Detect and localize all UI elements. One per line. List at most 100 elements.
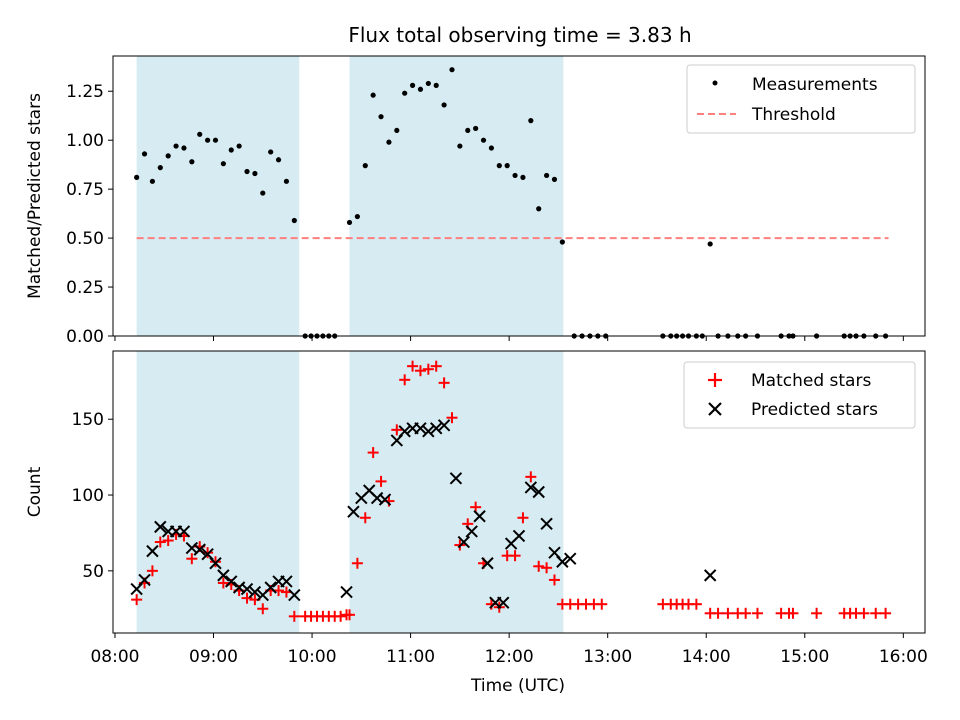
measurement-point xyxy=(386,139,392,145)
measurement-point xyxy=(433,82,439,88)
measurement-point xyxy=(354,213,360,220)
top-shaded-intervals xyxy=(136,56,564,336)
predicted-star-point xyxy=(540,517,553,531)
measurement-point xyxy=(244,168,250,175)
measurement-point xyxy=(346,219,353,226)
predicted-star-point xyxy=(177,525,191,538)
measurement-point xyxy=(220,161,226,167)
measurement-point xyxy=(291,217,297,224)
measurement-point xyxy=(402,90,408,96)
x-axis-label: Time (UTC) xyxy=(470,676,565,696)
measurement-point xyxy=(536,206,542,212)
measurement-point xyxy=(205,137,211,143)
x-tick-label: 16:00 xyxy=(879,647,928,667)
x-tick-label: 10:00 xyxy=(288,647,337,667)
predicted-star-point xyxy=(264,581,277,594)
legend-predicted-label: Predicted stars xyxy=(751,400,878,420)
y-tick-label: 0.00 xyxy=(66,327,104,347)
matched-star-point xyxy=(162,535,174,547)
matched-star-point xyxy=(217,577,229,589)
measurement-point xyxy=(260,190,266,196)
predicted-star-point xyxy=(497,596,510,609)
measurement-point xyxy=(543,172,550,179)
measurement-point xyxy=(409,82,416,88)
predicted-star-point xyxy=(209,557,222,570)
chart-title: Flux total observing time = 3.83 h xyxy=(348,23,691,47)
matched-star-point xyxy=(131,594,143,606)
predicted-stars-points xyxy=(130,419,717,609)
measurement-point xyxy=(252,170,258,177)
predicted-star-point xyxy=(138,573,151,587)
matched-star-point xyxy=(740,607,752,619)
measurement-point xyxy=(465,127,471,134)
bottom-shaded-intervals xyxy=(136,351,564,633)
x-tick-label: 13:00 xyxy=(583,647,632,667)
matched-star-point xyxy=(811,607,823,619)
measurement-point xyxy=(378,114,384,120)
matched-star-point xyxy=(375,475,387,487)
predicted-star-point xyxy=(146,544,159,558)
predicted-star-point xyxy=(512,529,526,543)
legend-measurement-marker xyxy=(712,80,718,86)
matched-star-point xyxy=(407,360,419,372)
shaded-interval-1 xyxy=(136,56,300,336)
bottom-x-ticks: 08:00 09:00 10:00 11:00 12:00 13:00 14:00 15:00… xyxy=(90,633,928,667)
shaded-interval-2 xyxy=(349,351,564,633)
measurement-point xyxy=(212,137,219,143)
predicted-star-point xyxy=(154,520,167,534)
matched-star-point xyxy=(146,565,158,577)
legend-matched-label: Matched stars xyxy=(751,371,871,391)
y-tick-label: 100 xyxy=(72,486,104,506)
predicted-star-point xyxy=(378,493,392,506)
predicted-star-point xyxy=(248,585,262,599)
matched-star-point xyxy=(335,610,347,622)
measurement-point xyxy=(528,118,534,124)
predicted-star-point xyxy=(288,588,301,602)
bottom-y-axis-label: Count xyxy=(25,466,45,517)
matched-stars-points xyxy=(131,360,892,622)
measurement-point xyxy=(457,143,463,149)
predicted-star-point xyxy=(280,575,293,588)
matched-star-point xyxy=(367,447,379,459)
matched-star-point xyxy=(548,574,560,586)
matched-star-point xyxy=(257,603,269,615)
top-axes-frame xyxy=(112,55,926,337)
x-tick-label: 11:00 xyxy=(386,647,435,667)
y-tick-label: 150 xyxy=(72,410,104,430)
top-y-axis-label: Matched/Predicted stars xyxy=(25,93,45,299)
x-tick-label: 12:00 xyxy=(485,647,534,667)
top-legend-box xyxy=(686,64,916,134)
matched-star-point xyxy=(722,607,734,619)
measurement-point xyxy=(236,143,242,149)
matched-star-point xyxy=(596,598,608,610)
matched-star-point xyxy=(712,607,724,619)
matched-star-point xyxy=(517,512,529,524)
predicted-star-point xyxy=(564,552,577,565)
matched-star-point xyxy=(391,424,403,436)
measurement-point xyxy=(512,172,518,179)
measurement-point xyxy=(551,176,558,182)
y-tick-label: 50 xyxy=(82,562,104,582)
predicted-star-point xyxy=(465,525,478,538)
matched-star-point xyxy=(351,557,363,569)
top-legend: Measurements Threshold xyxy=(686,64,916,134)
predicted-star-point xyxy=(449,472,463,485)
predicted-star-point xyxy=(524,481,538,494)
matched-star-point xyxy=(541,562,553,574)
measurement-point xyxy=(496,163,502,169)
measurement-point xyxy=(189,159,195,165)
measurement-point xyxy=(488,145,495,151)
legend-threshold-label: Threshold xyxy=(751,105,836,125)
matched-star-point xyxy=(359,512,371,524)
matched-star-point xyxy=(186,553,198,565)
predicted-star-point xyxy=(532,485,545,499)
predicted-star-point xyxy=(414,422,427,435)
y-tick-label: 0.75 xyxy=(66,180,104,200)
predicted-star-point xyxy=(340,585,353,599)
x-tick-label: 09:00 xyxy=(189,647,238,667)
y-tick-label: 0.25 xyxy=(66,278,104,298)
matched-star-point xyxy=(509,550,521,562)
measurement-point xyxy=(283,178,290,184)
measurement-point xyxy=(149,178,156,184)
